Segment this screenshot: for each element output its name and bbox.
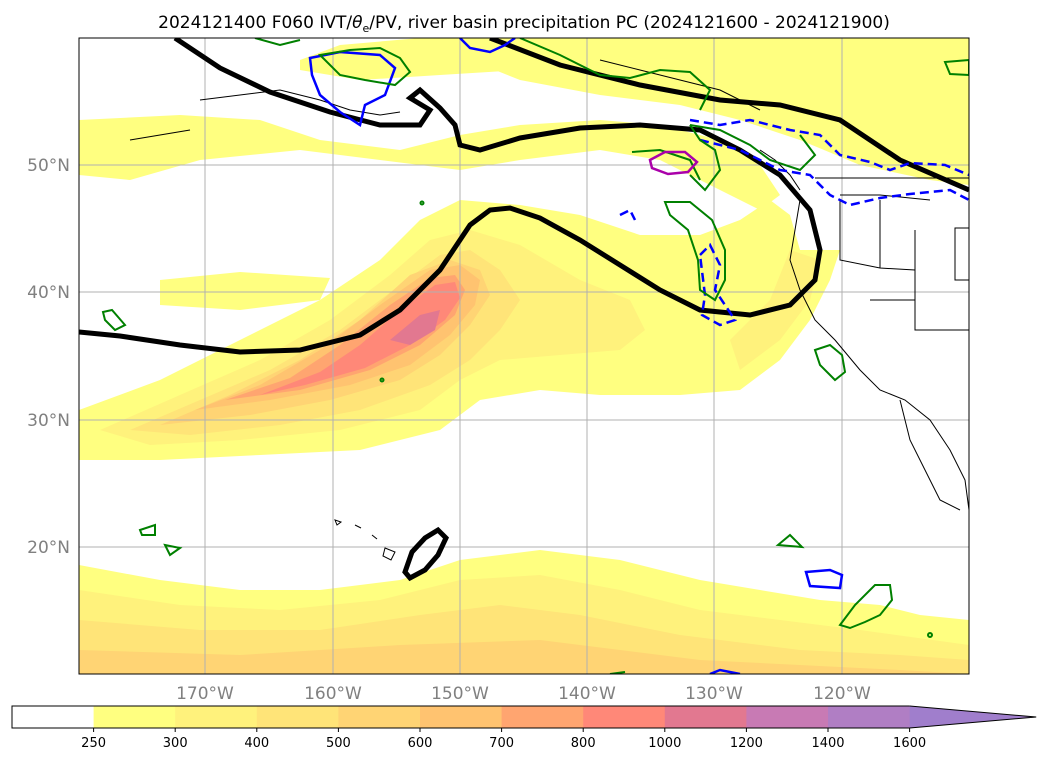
theta-e-contours xyxy=(79,38,969,582)
precip-contours xyxy=(648,150,699,176)
colorbar-tick-label: 800 xyxy=(571,736,596,751)
colorbar: 250 300 400 500 600 700 800 1000 1200 1400 1600 xyxy=(11,705,1037,751)
colorbar-segment xyxy=(12,706,95,728)
colorbar-segment xyxy=(664,706,747,728)
colorbar-extend-arrow xyxy=(909,705,1037,729)
colorbar-segment xyxy=(501,706,584,728)
colorbar-tick-label: 250 xyxy=(81,736,106,751)
lon-tick-label: 170°W xyxy=(176,684,234,704)
lon-tick-label: 140°W xyxy=(558,684,616,704)
lon-tick-label: 130°W xyxy=(685,684,743,704)
colorbar-tick-label: 1000 xyxy=(648,736,681,751)
lat-tick-label: 30°N xyxy=(27,411,70,431)
lon-axis: 170°W 160°W 150°W 140°W 130°W 120°W xyxy=(176,684,871,704)
colorbar-segment xyxy=(338,706,421,728)
colorbar-outline xyxy=(11,705,910,729)
lat-tick-label: 40°N xyxy=(27,283,70,303)
map-panel xyxy=(79,38,969,674)
coastlines xyxy=(129,59,969,561)
pv-positive-contours xyxy=(101,38,969,674)
colorbar-segment xyxy=(420,706,503,728)
lat-tick-label: 20°N xyxy=(27,538,70,558)
colorbar-segment xyxy=(256,706,339,728)
colorbar-segment xyxy=(175,706,258,728)
colorbar-segment xyxy=(583,706,666,728)
colorbar-tick-label: 500 xyxy=(326,736,351,751)
colorbar-tick-label: 300 xyxy=(163,736,188,751)
colorbar-segment xyxy=(828,706,911,728)
colorbar-tick-label: 600 xyxy=(408,736,433,751)
figure-title: 2024121400 F060 IVT/θe/PV, river basin p… xyxy=(158,13,890,35)
colorbar-tick-label: 400 xyxy=(244,736,269,751)
colorbar-segment xyxy=(746,706,829,728)
pv-negative-contours xyxy=(308,38,969,674)
lon-tick-label: 120°W xyxy=(813,684,871,704)
map-frame xyxy=(78,37,970,675)
colorbar-tick-label: 1400 xyxy=(811,736,844,751)
colorbar-tick-label: 1600 xyxy=(893,736,926,751)
lon-tick-label: 150°W xyxy=(431,684,489,704)
colorbar-tick-label: 700 xyxy=(489,736,514,751)
colorbar-segment xyxy=(93,706,176,728)
lat-axis: 50°N 40°N 30°N 20°N xyxy=(27,156,70,558)
lon-tick-label: 160°W xyxy=(304,684,362,704)
lat-tick-label: 50°N xyxy=(27,156,70,176)
colorbar-tick-label: 1200 xyxy=(730,736,763,751)
